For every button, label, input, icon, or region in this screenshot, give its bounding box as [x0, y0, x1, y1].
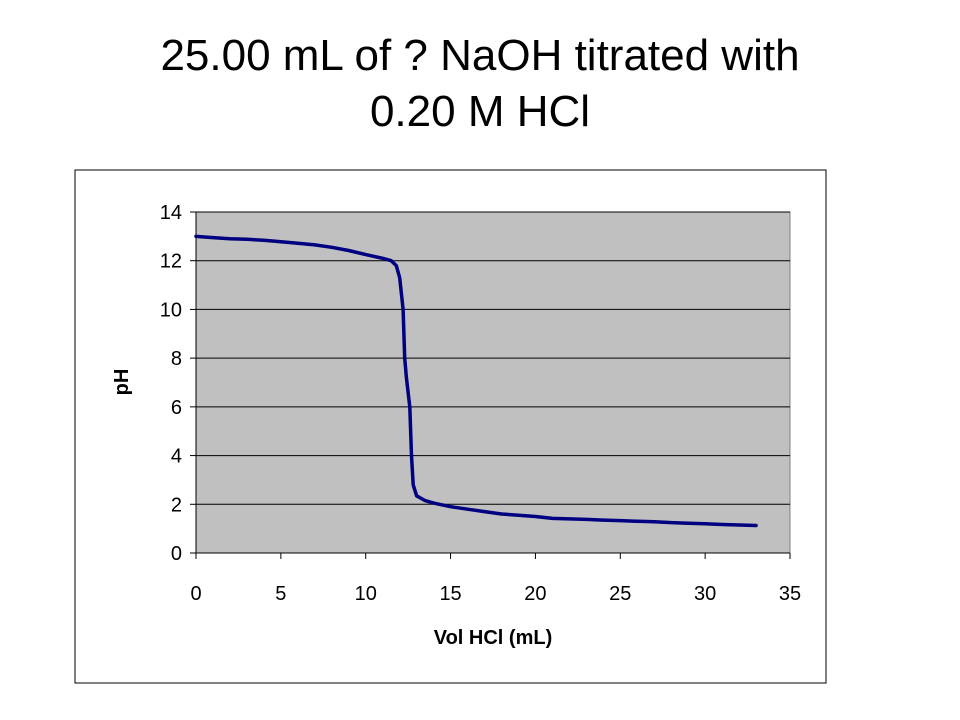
plot-area [195, 211, 791, 554]
y-axis-label: pH [111, 369, 133, 396]
x-tick-label: 20 [524, 583, 546, 605]
y-tick-label: 8 [171, 348, 182, 370]
tick-labels: 0 2 4 6 8 10 12 14 0 5 10 15 20 25 30 35 [160, 202, 801, 605]
series-line-1 [194, 234, 758, 528]
y-tick-label: 6 [171, 397, 182, 419]
slide-title-line-1: 25.00 mL of ? NaOH titrated with [160, 31, 800, 80]
y-tick-label: 4 [171, 446, 182, 468]
x-tick-label: 30 [694, 583, 716, 605]
x-tick-label: 35 [779, 583, 801, 605]
slide-title-line-2: 0.20 M HCl [369, 87, 591, 136]
y-tick-label: 2 [171, 494, 182, 516]
x-tick-label: 0 [190, 583, 201, 605]
slide-title: 25.00 mL of ? NaOH titrated with 0.20 M … [0, 28, 960, 140]
series-layer [194, 234, 758, 528]
x-tick-label: 5 [275, 583, 286, 605]
y-tick-label: 0 [171, 543, 182, 565]
y-tick-label: 12 [160, 251, 182, 273]
gridlines [196, 211, 790, 505]
y-tick-label: 10 [160, 299, 182, 321]
x-tick-label: 25 [609, 583, 631, 605]
x-tick-label: 10 [355, 583, 377, 605]
axes [190, 211, 791, 559]
x-tick-label: 15 [439, 583, 461, 605]
y-tick-label: 14 [160, 202, 182, 224]
x-axis-label: Vol HCl (mL) [434, 627, 553, 649]
